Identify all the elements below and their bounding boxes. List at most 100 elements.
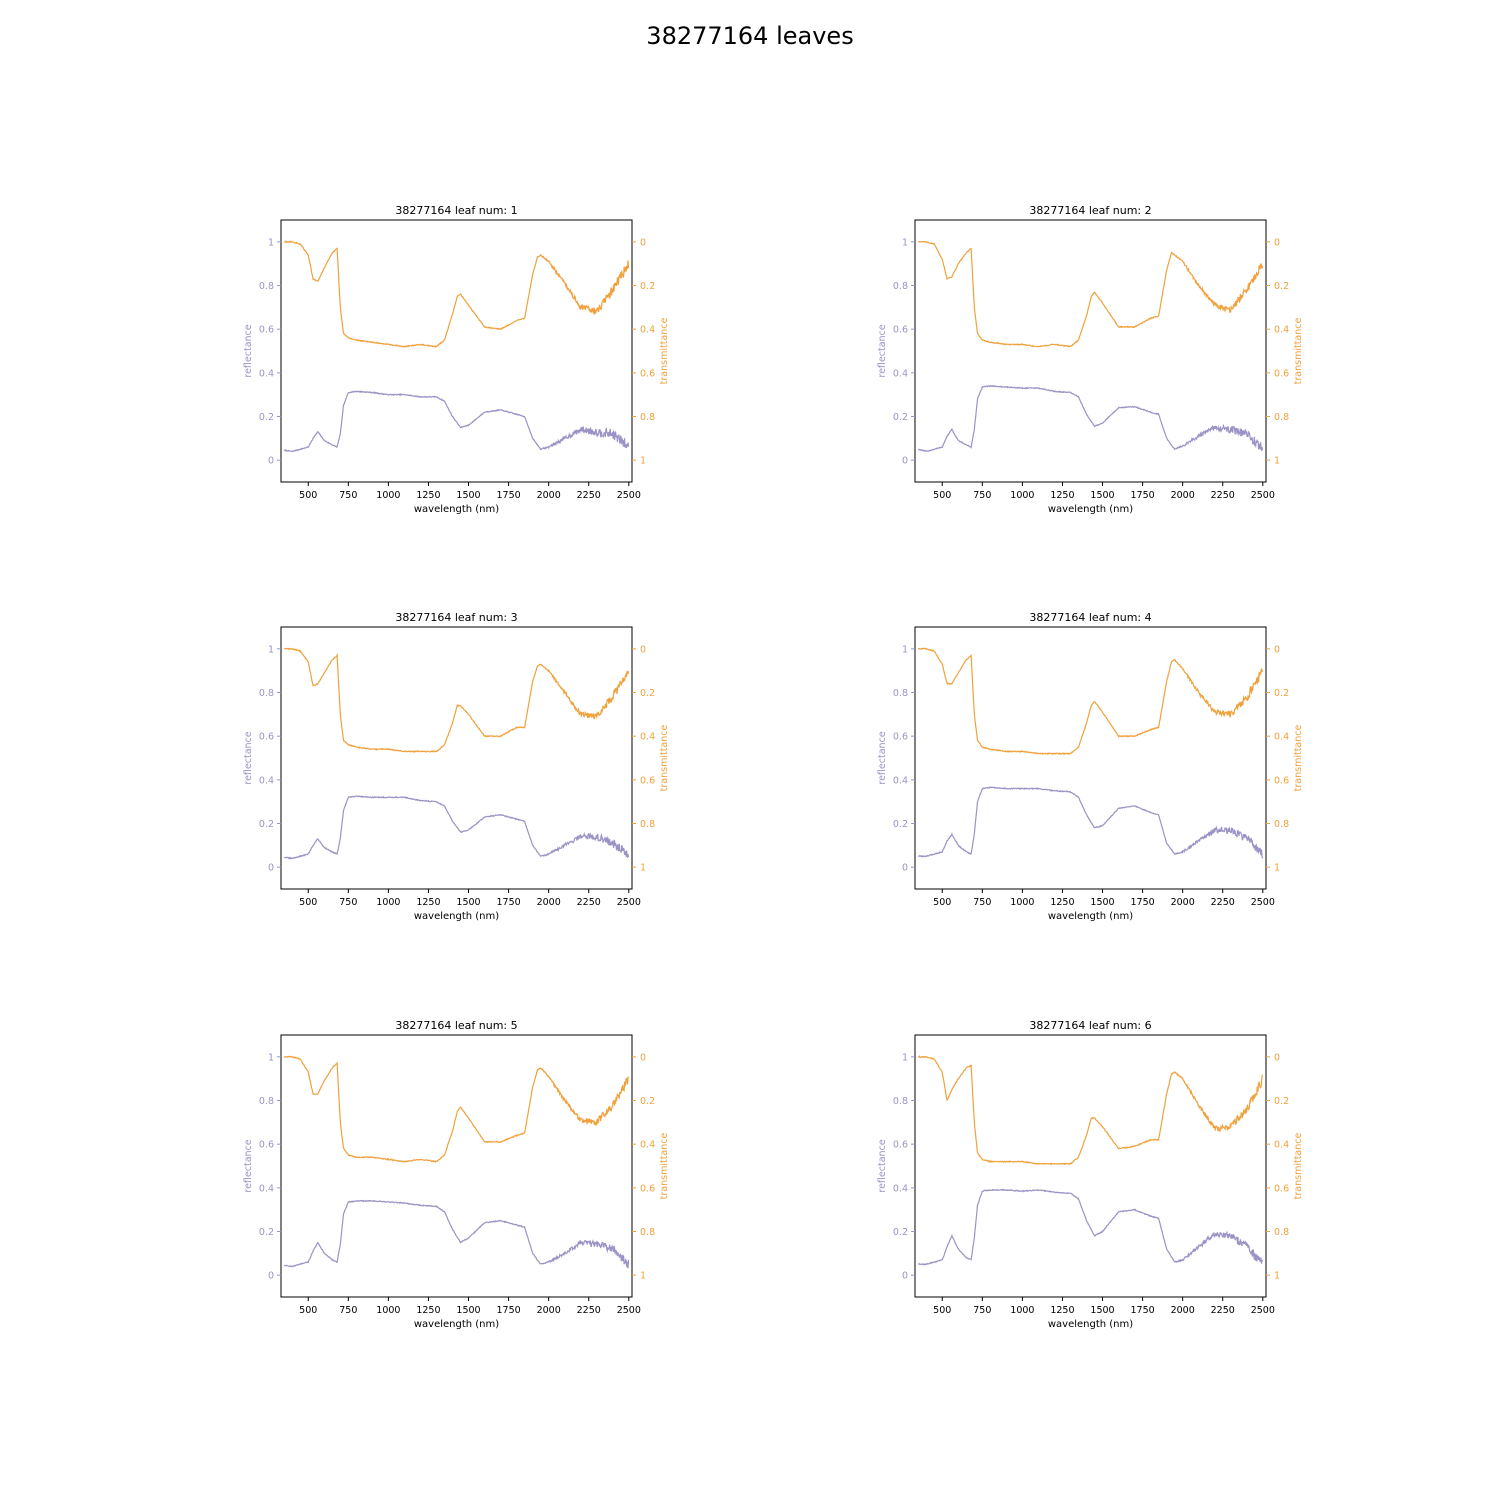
y2-tick-label: 0 [1274, 644, 1280, 655]
transmittance-line-5 [283, 1055, 630, 1164]
y2-tick-label: 0.8 [1274, 819, 1289, 830]
x-tick-label: 1500 [1090, 1305, 1114, 1316]
x-tick-label: 1750 [1130, 490, 1154, 501]
y-tick-label: 0.8 [259, 688, 274, 699]
y2-tick-label: 0 [640, 237, 646, 248]
x-tick-label: 2250 [577, 490, 601, 501]
y-tick-label: 1 [902, 644, 908, 655]
x-tick-label: 750 [339, 897, 357, 908]
y-tick-label: 0.4 [893, 368, 908, 379]
y-tick-label: 1 [268, 644, 274, 655]
y2-tick-label: 0.6 [1274, 368, 1289, 379]
x-axis-label: wavelength (nm) [414, 1319, 499, 1330]
subplot-title: 38277164 leaf num: 4 [1029, 611, 1151, 624]
x-tick-label: 2250 [1211, 897, 1235, 908]
subplot-title: 38277164 leaf num: 1 [395, 204, 517, 217]
x-tick-label: 2500 [617, 897, 641, 908]
y2-tick-label: 0.4 [640, 732, 655, 743]
y2-tick-label: 0.2 [640, 281, 655, 292]
y-tick-label: 0.6 [259, 1140, 274, 1151]
y-tick-label: 0.8 [893, 1096, 908, 1107]
y2-tick-label: 0.8 [1274, 1227, 1289, 1238]
transmittance-line-4 [917, 647, 1264, 755]
x-tick-label: 2000 [537, 897, 561, 908]
y-tick-label: 0.6 [259, 732, 274, 743]
x-tick-label: 2500 [617, 1305, 641, 1316]
subplot-title: 38277164 leaf num: 6 [1029, 1019, 1151, 1032]
x-axis-label: wavelength (nm) [414, 504, 499, 515]
y2-tick-label: 0.6 [640, 775, 655, 786]
x-tick-label: 1000 [376, 490, 400, 501]
y2-tick-label: 0.4 [1274, 325, 1289, 336]
y2-tick-label: 0.8 [640, 1227, 655, 1238]
transmittance-line-2 [917, 240, 1264, 348]
y-tick-label: 0.6 [259, 325, 274, 336]
y2-tick-label: 0.2 [1274, 688, 1289, 699]
y-tick-label: 0 [902, 1271, 908, 1282]
y-tick-label: 1 [268, 237, 274, 248]
x-tick-label: 1250 [1050, 490, 1074, 501]
x-tick-label: 750 [339, 1305, 357, 1316]
figure-title: 38277164 leaves [646, 22, 854, 50]
y2-tick-label: 1 [640, 456, 646, 467]
plot-frame [280, 1034, 633, 1298]
y2-tick-label: 0.8 [640, 412, 655, 423]
y-axis-label: reflectance [243, 1139, 254, 1192]
y-tick-label: 0 [268, 863, 274, 874]
y-axis-label: reflectance [877, 731, 888, 784]
x-tick-label: 1500 [456, 1305, 480, 1316]
subplot-1: 38277164 leaf num: 1 500 750 1000 1250 1500 17… [243, 204, 670, 515]
x-tick-label: 1250 [416, 1305, 440, 1316]
x-tick-label: 1250 [416, 490, 440, 501]
plot-frame [914, 219, 1267, 483]
reflectance-line-1 [283, 390, 630, 453]
x-tick-label: 1000 [376, 1305, 400, 1316]
y-tick-label: 0.6 [893, 325, 908, 336]
y-tick-label: 0 [268, 1271, 274, 1282]
x-tick-label: 750 [973, 897, 991, 908]
y2-tick-label: 1 [1274, 456, 1280, 467]
y-tick-label: 0.6 [893, 1140, 908, 1151]
y2-tick-label: 0.4 [640, 325, 655, 336]
y-axis-label: reflectance [243, 324, 254, 377]
reflectance-line-6 [917, 1188, 1264, 1266]
x-tick-label: 500 [933, 1305, 951, 1316]
x-tick-label: 1500 [1090, 490, 1114, 501]
y2-axis-label: transmittance [659, 318, 670, 385]
x-tick-label: 2250 [577, 897, 601, 908]
y2-tick-label: 0.4 [1274, 732, 1289, 743]
y-tick-label: 0.6 [893, 732, 908, 743]
x-tick-label: 1000 [1010, 897, 1034, 908]
x-tick-label: 1750 [496, 1305, 520, 1316]
subplot-3: 38277164 leaf num: 3 500 750 1000 1250 1500 17… [243, 611, 670, 922]
y-tick-label: 1 [268, 1052, 274, 1063]
reflectance-line-2 [917, 384, 1264, 453]
y-axis-label: reflectance [243, 731, 254, 784]
y2-axis-label: transmittance [659, 1133, 670, 1200]
x-tick-label: 2500 [617, 490, 641, 501]
x-tick-label: 1000 [376, 897, 400, 908]
x-tick-label: 2500 [1251, 490, 1275, 501]
x-tick-label: 750 [973, 1305, 991, 1316]
x-tick-label: 2000 [537, 490, 561, 501]
x-axis-label: wavelength (nm) [414, 911, 499, 922]
y2-tick-label: 0.6 [1274, 1183, 1289, 1194]
y2-axis-label: transmittance [659, 725, 670, 792]
x-tick-label: 1500 [456, 490, 480, 501]
subplot-5: 38277164 leaf num: 5 500 750 1000 1250 1500 17… [243, 1019, 670, 1330]
y2-tick-label: 0.2 [640, 688, 655, 699]
y-axis-label: reflectance [877, 324, 888, 377]
y2-tick-label: 0.2 [1274, 1096, 1289, 1107]
y2-tick-label: 0.8 [1274, 412, 1289, 423]
y2-tick-label: 0 [1274, 237, 1280, 248]
y2-tick-label: 1 [1274, 1271, 1280, 1282]
x-tick-label: 750 [339, 490, 357, 501]
y-tick-label: 0.8 [259, 1096, 274, 1107]
y2-tick-label: 0 [640, 644, 646, 655]
plot-frame [914, 626, 1267, 890]
subplot-title: 38277164 leaf num: 3 [395, 611, 517, 624]
y-tick-label: 0.2 [893, 412, 908, 423]
x-tick-label: 1750 [496, 897, 520, 908]
subplot-title: 38277164 leaf num: 2 [1029, 204, 1151, 217]
